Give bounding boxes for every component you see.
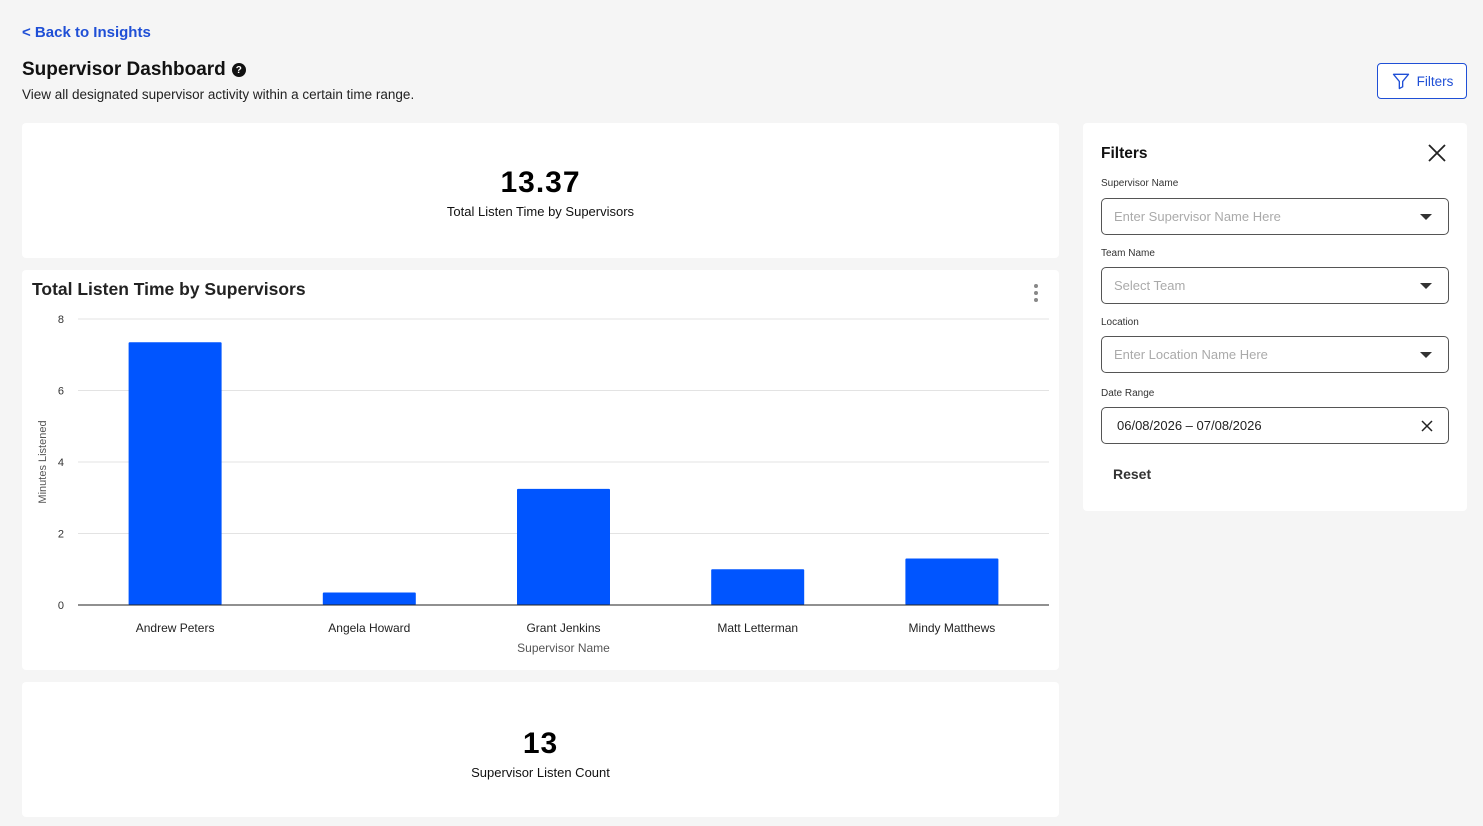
chevron-down-icon	[1420, 352, 1432, 358]
y-axis-label: Minutes Listened	[37, 420, 49, 503]
total-listen-time-value: 13.37	[500, 166, 581, 199]
bar-chart: 0 2 4 6 8 Minutes Listened Andrew Peters Angela…	[37, 314, 1049, 655]
x-tick-label: Grant Jenkins	[526, 621, 600, 635]
page-subtitle: View all designated supervisor activity …	[22, 87, 415, 102]
bar	[128, 342, 222, 605]
bar	[517, 488, 610, 605]
date-range-label: Date Range	[1101, 388, 1155, 399]
chevron-down-icon	[1420, 283, 1432, 289]
reset-button[interactable]: Reset	[1113, 466, 1152, 482]
total-listen-time-label: Total Listen Time by Supervisors	[446, 204, 635, 219]
listen-count-value: 13	[522, 727, 559, 760]
team-name-label: Team Name	[1101, 248, 1155, 259]
x-axis-label: Supervisor Name	[517, 641, 610, 655]
chevron-down-icon	[1420, 214, 1432, 220]
y-tick-label: 6	[58, 386, 64, 398]
filters-button[interactable]: Filters	[1377, 63, 1467, 99]
kebab-menu-icon[interactable]	[1031, 284, 1041, 304]
y-tick-label: 8	[58, 314, 64, 326]
x-tick-label: Mindy Matthews	[909, 621, 996, 635]
y-tick-label: 2	[58, 529, 64, 541]
filters-button-label: Filters	[1416, 73, 1454, 89]
clear-icon[interactable]	[1420, 419, 1434, 433]
supervisor-name-label: Supervisor Name	[1101, 178, 1179, 189]
supervisor-name-dropdown[interactable]: Enter Supervisor Name Here	[1101, 198, 1449, 235]
location-dropdown[interactable]: Enter Location Name Here	[1101, 336, 1449, 373]
listen-time-chart-card: Total Listen Time by Supervisors 0 2 4 6 8 Mi…	[22, 270, 1059, 670]
filters-panel-title: Filters	[1101, 145, 1148, 162]
listen-count-label: Supervisor Listen Count	[471, 765, 610, 780]
team-name-placeholder: Select Team	[1114, 278, 1186, 293]
location-label: Location	[1101, 317, 1139, 328]
bar	[905, 558, 999, 605]
page-title: Supervisor Dashboard	[22, 59, 226, 80]
page-title-row: Supervisor Dashboard ?	[22, 59, 246, 81]
total-listen-time-kpi-card: 13.37 Total Listen Time by Supervisors	[22, 123, 1059, 258]
back-to-insights-link[interactable]: < Back to Insights	[22, 24, 151, 41]
listen-count-kpi-card: 13 Supervisor Listen Count	[22, 682, 1059, 817]
location-placeholder: Enter Location Name Here	[1114, 347, 1268, 362]
bar	[322, 592, 416, 605]
date-range-field[interactable]: 06/08/2026 – 07/08/2026	[1101, 407, 1449, 444]
funnel-icon	[1392, 73, 1409, 90]
team-name-dropdown[interactable]: Select Team	[1101, 267, 1449, 304]
help-icon[interactable]: ?	[231, 63, 246, 77]
bar	[711, 569, 805, 605]
chart-title: Total Listen Time by Supervisors	[32, 279, 306, 299]
x-tick-label: Andrew Peters	[136, 621, 215, 635]
y-tick-label: 4	[58, 457, 64, 469]
filters-panel: Filters Supervisor Name Enter Supervisor…	[1083, 123, 1467, 511]
x-tick-label: Angela Howard	[328, 621, 410, 635]
x-tick-label: Matt Letterman	[717, 621, 798, 635]
y-tick-label: 0	[58, 600, 64, 612]
date-range-value: 06/08/2026 – 07/08/2026	[1117, 418, 1262, 433]
close-icon[interactable]	[1427, 143, 1447, 163]
supervisor-name-placeholder: Enter Supervisor Name Here	[1114, 209, 1281, 224]
